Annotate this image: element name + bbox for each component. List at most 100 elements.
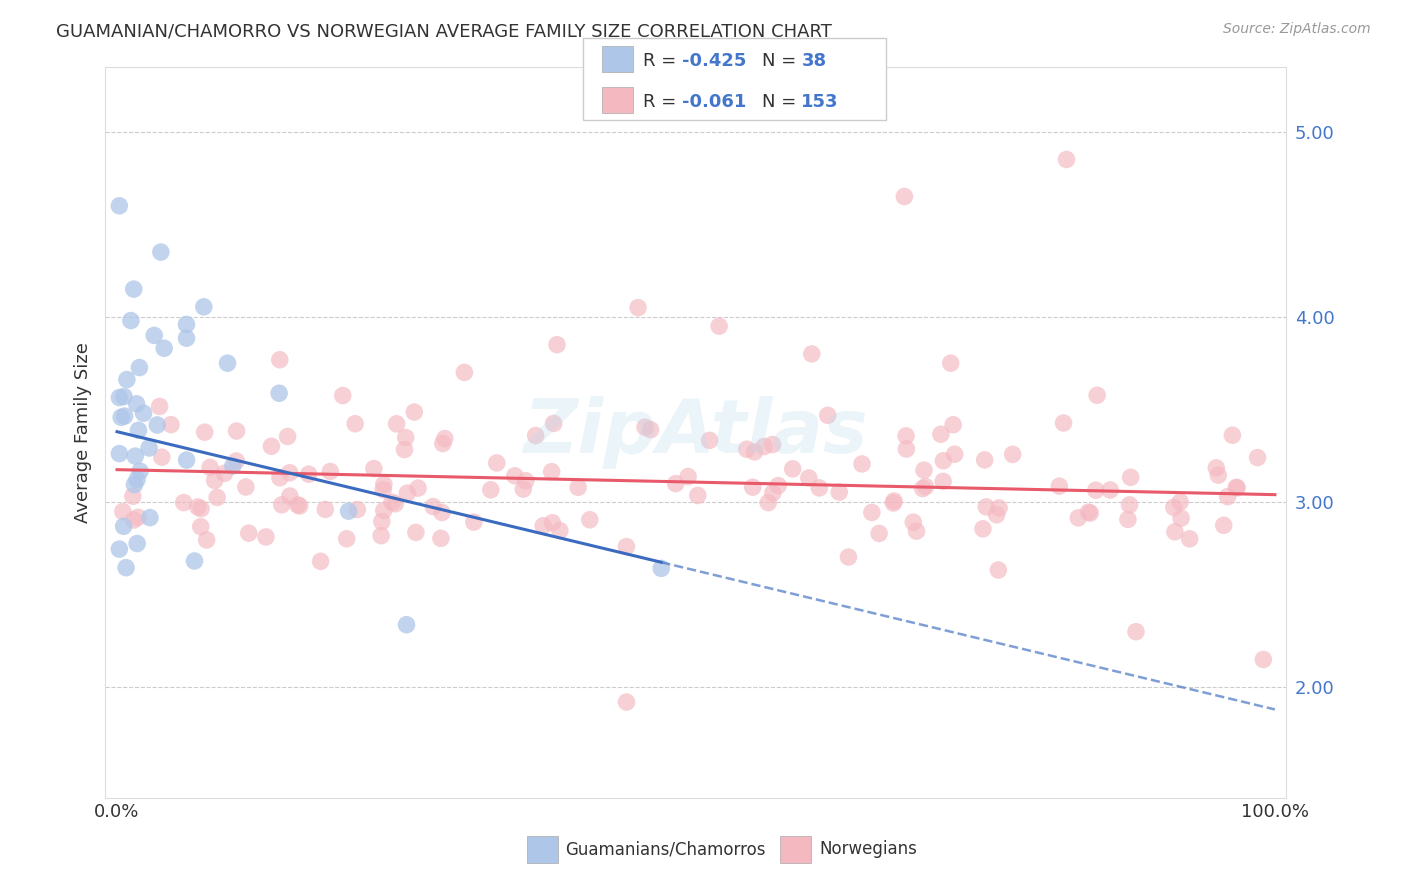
Point xyxy=(139,510,162,524)
Point xyxy=(1212,518,1234,533)
Point xyxy=(1168,495,1191,509)
Point xyxy=(149,245,172,260)
Point xyxy=(1116,512,1139,526)
Point xyxy=(479,483,502,497)
Point xyxy=(346,502,368,516)
Point xyxy=(430,532,453,546)
Point xyxy=(222,458,245,473)
Point xyxy=(1118,498,1140,512)
Point xyxy=(183,554,205,568)
Point xyxy=(146,417,169,432)
Point xyxy=(665,476,688,491)
Point xyxy=(394,442,416,457)
Point xyxy=(176,318,198,332)
Point xyxy=(127,536,149,550)
Text: 38: 38 xyxy=(801,53,827,70)
Point xyxy=(108,391,131,405)
Point xyxy=(433,432,456,446)
Point xyxy=(384,497,406,511)
Point xyxy=(238,526,260,541)
Point xyxy=(627,301,650,315)
Point xyxy=(567,480,589,494)
Text: Norwegians: Norwegians xyxy=(820,840,918,858)
Point xyxy=(269,352,291,367)
Text: Source: ZipAtlas.com: Source: ZipAtlas.com xyxy=(1223,22,1371,37)
Point xyxy=(277,429,299,443)
Point xyxy=(111,504,134,518)
Point xyxy=(110,410,132,425)
Point xyxy=(395,617,418,632)
Point xyxy=(1119,470,1142,484)
Point xyxy=(148,400,170,414)
Point xyxy=(808,481,831,495)
Point xyxy=(129,464,152,478)
Point xyxy=(225,454,247,468)
Point xyxy=(254,530,277,544)
Point xyxy=(1077,505,1099,519)
Point xyxy=(270,498,292,512)
Point xyxy=(1078,506,1101,520)
Point xyxy=(1226,481,1249,495)
Point xyxy=(1084,483,1107,498)
Text: ZipAtlas: ZipAtlas xyxy=(523,396,869,469)
Point xyxy=(371,515,394,529)
Point xyxy=(1001,447,1024,461)
Point xyxy=(744,445,766,459)
Point xyxy=(125,397,148,411)
Point xyxy=(616,695,638,709)
Point xyxy=(332,388,354,402)
Point xyxy=(344,417,367,431)
Text: R =: R = xyxy=(643,53,682,70)
Point xyxy=(187,500,209,514)
Point xyxy=(828,485,851,500)
Point xyxy=(914,480,936,494)
Point xyxy=(128,360,150,375)
Point xyxy=(124,449,146,463)
Point xyxy=(176,331,198,345)
Point xyxy=(422,500,444,514)
Text: GUAMANIAN/CHAMORRO VS NORWEGIAN AVERAGE FAMILY SIZE CORRELATION CHART: GUAMANIAN/CHAMORRO VS NORWEGIAN AVERAGE … xyxy=(56,22,832,40)
Point xyxy=(121,489,143,503)
Point xyxy=(132,406,155,420)
Point xyxy=(122,513,145,527)
Point xyxy=(406,481,429,495)
Point xyxy=(868,526,890,541)
Point xyxy=(120,313,142,327)
Point xyxy=(1225,480,1247,494)
Point xyxy=(546,337,568,351)
Point xyxy=(214,467,236,481)
Point xyxy=(1216,490,1239,504)
Point xyxy=(1170,511,1192,525)
Point xyxy=(115,373,138,387)
Point xyxy=(432,436,454,450)
Point xyxy=(278,489,301,503)
Point xyxy=(912,463,935,477)
Point xyxy=(503,468,526,483)
Point xyxy=(193,300,215,314)
Point xyxy=(972,522,994,536)
Point xyxy=(127,510,149,524)
Point xyxy=(309,554,332,568)
Point xyxy=(430,506,453,520)
Point xyxy=(1099,483,1122,497)
Point xyxy=(939,356,962,370)
Point xyxy=(905,524,928,538)
Point xyxy=(108,447,131,461)
Point xyxy=(153,341,176,355)
Text: 153: 153 xyxy=(801,94,839,112)
Point xyxy=(1205,460,1227,475)
Point xyxy=(260,439,283,453)
Text: N =: N = xyxy=(762,53,801,70)
Text: Guamanians/Chamorros: Guamanians/Chamorros xyxy=(565,840,766,858)
Point xyxy=(1085,388,1108,402)
Point xyxy=(756,495,779,509)
Point xyxy=(883,494,905,508)
Point xyxy=(112,519,135,533)
Point xyxy=(548,524,571,538)
Point xyxy=(1047,479,1070,493)
Point xyxy=(176,453,198,467)
Point xyxy=(707,319,730,334)
Point xyxy=(1222,428,1244,442)
Point xyxy=(235,480,257,494)
Point xyxy=(195,533,218,547)
